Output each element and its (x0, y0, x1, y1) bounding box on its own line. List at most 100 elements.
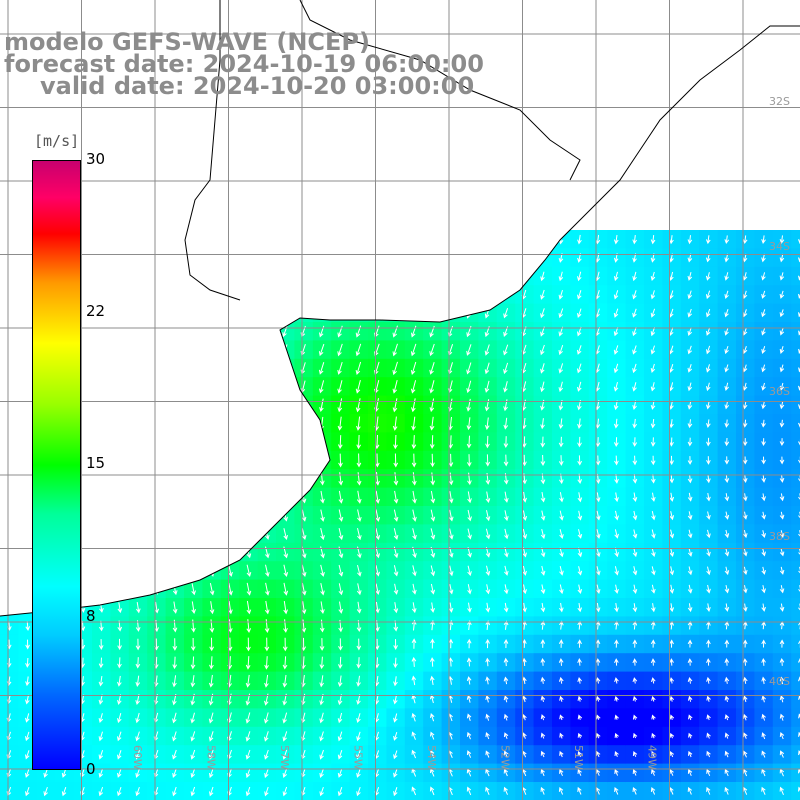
wind-arrow (503, 602, 509, 613)
wind-arrow (393, 768, 398, 778)
wind-arrow (577, 732, 583, 739)
wind-arrow (614, 547, 619, 558)
wind-arrow (98, 713, 104, 724)
wind-arrow (25, 676, 30, 687)
wind-arrow (632, 566, 638, 576)
wind-arrow (614, 566, 619, 576)
wind-arrow (577, 510, 583, 521)
wind-arrow (779, 676, 785, 685)
wind-arrow (283, 564, 289, 578)
wind-arrow (503, 657, 509, 667)
wind-arrow (448, 583, 454, 595)
wind-arrow (117, 750, 122, 760)
wind-arrow (504, 510, 509, 522)
wind-arrow (25, 768, 30, 778)
wind-arrow (687, 271, 693, 281)
wind-arrow (540, 768, 545, 777)
wind-arrow (135, 786, 140, 797)
wind-arrow (522, 695, 527, 703)
wind-arrow (337, 380, 343, 394)
wind-arrow (687, 511, 693, 521)
wind-arrow (798, 493, 800, 500)
wind-arrow (724, 639, 730, 648)
wind-arrow (503, 362, 509, 375)
wind-arrow (228, 564, 233, 577)
wind-arrow (706, 456, 711, 465)
wind-arrow (411, 712, 417, 722)
wind-arrow (559, 732, 564, 739)
wind-arrow (614, 603, 619, 613)
wind-arrow (522, 676, 527, 685)
wind-arrow (448, 565, 454, 577)
wind-arrow (393, 528, 399, 541)
wind-arrow (117, 768, 122, 778)
wind-arrow (595, 547, 601, 558)
land-mass (0, 0, 800, 616)
wind-arrow (411, 398, 416, 413)
wind-arrow (356, 416, 361, 431)
wind-arrow (393, 694, 398, 705)
wind-arrow (614, 732, 619, 739)
wind-arrow (669, 511, 675, 521)
wind-arrow (706, 437, 711, 447)
wind-arrow (503, 732, 509, 739)
wind-arrow (264, 656, 269, 670)
wind-arrow (356, 713, 361, 723)
wind-arrow (596, 714, 601, 720)
wind-arrow (485, 435, 490, 449)
wind-arrow (761, 290, 766, 299)
wind-arrow (779, 695, 785, 703)
wind-arrow (559, 602, 564, 613)
wind-arrow (319, 675, 325, 688)
wind-arrow (411, 675, 417, 686)
wind-arrow (706, 511, 711, 520)
wind-arrow (393, 490, 399, 504)
wind-arrow (779, 713, 785, 721)
wind-arrow (779, 566, 785, 575)
wind-arrow (577, 658, 582, 666)
wind-arrow (742, 327, 748, 336)
wind-arrow (688, 732, 693, 739)
wind-arrow (540, 363, 545, 374)
wind-arrow (779, 235, 785, 245)
wind-arrow (614, 751, 619, 757)
wind-arrow (651, 566, 656, 576)
wind-arrow (632, 382, 637, 392)
wind-arrow (779, 382, 785, 391)
wind-arrow (522, 510, 528, 521)
wind-arrow (209, 582, 215, 596)
wind-arrow (117, 694, 122, 705)
wind-arrow (355, 361, 362, 375)
latitude-label: 40S (769, 675, 790, 688)
wind-arrow (577, 418, 582, 429)
wind-arrow (632, 677, 638, 684)
wind-arrow (743, 750, 748, 758)
wind-arrow (319, 656, 325, 670)
wind-arrow (190, 675, 196, 688)
wind-arrow (540, 732, 546, 739)
wind-arrow (559, 768, 564, 776)
wind-arrow (320, 527, 325, 541)
wind-arrow (208, 674, 214, 688)
wind-arrow (172, 675, 177, 688)
wind-arrow (540, 786, 545, 795)
wind-arrow (245, 731, 251, 742)
wind-arrow (410, 361, 417, 376)
wind-arrow (466, 786, 472, 796)
wind-arrow (504, 565, 509, 576)
wind-arrow (724, 253, 729, 263)
wind-arrow (576, 345, 582, 355)
wind-arrow (411, 472, 417, 486)
wind-arrow (25, 657, 30, 668)
latitude-label: 34S (769, 240, 790, 253)
speed-cell (791, 432, 800, 452)
wind-arrow (429, 416, 435, 431)
wind-arrow (632, 584, 638, 594)
wind-arrow (706, 750, 711, 758)
colorbar-tick: 22 (86, 302, 106, 320)
wind-arrow (742, 474, 748, 483)
wind-arrow (430, 602, 435, 613)
wind-arrow (761, 732, 766, 740)
wind-arrow (724, 566, 730, 576)
wind-arrow (540, 510, 546, 521)
